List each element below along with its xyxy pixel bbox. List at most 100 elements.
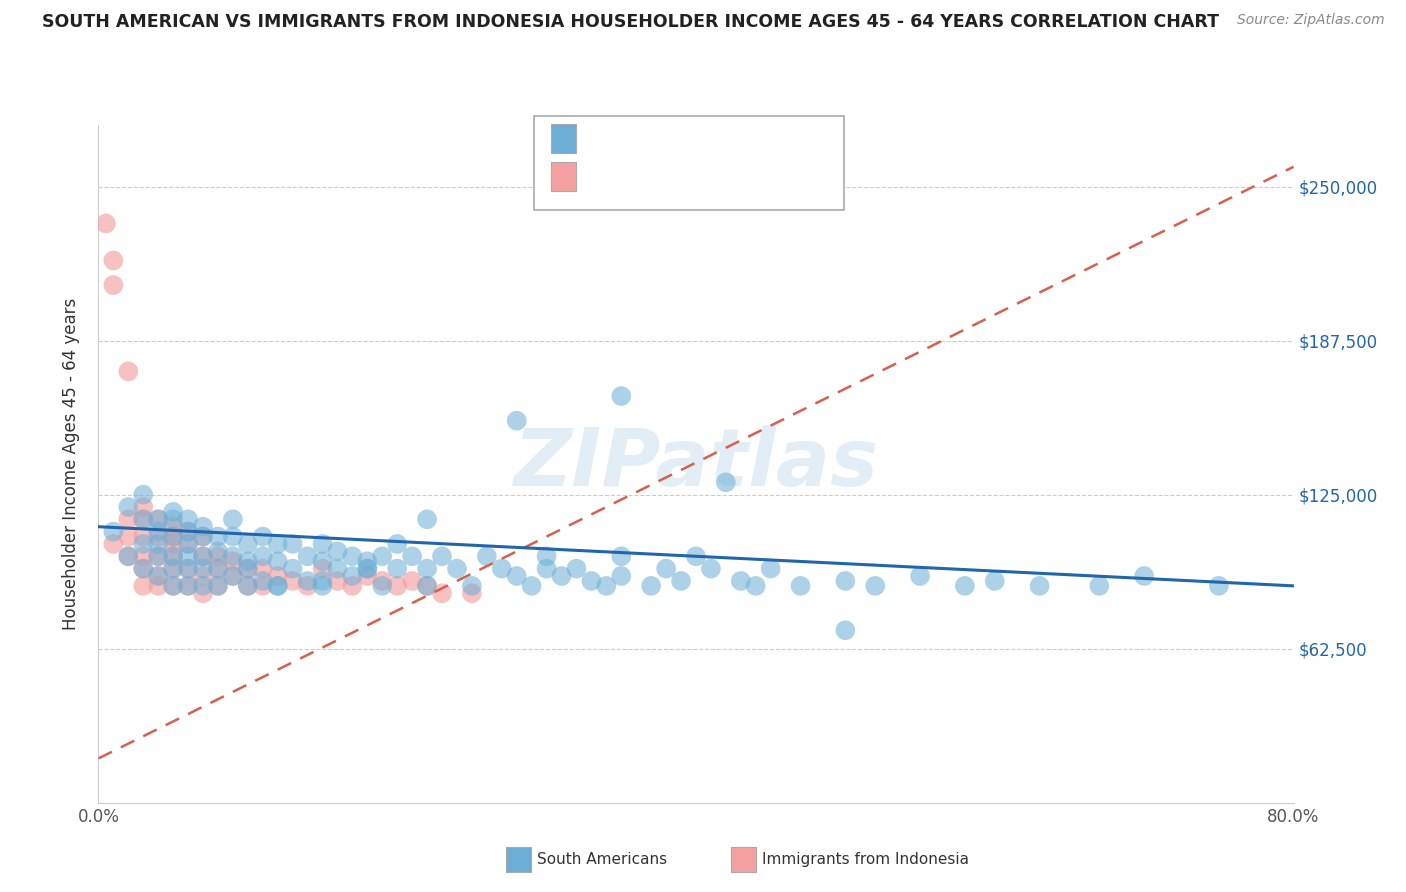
Point (132, 561, 155, 575)
Point (685, 549, 707, 564)
Point (117, 364, 139, 378)
Point (148, 549, 170, 564)
Text: N =: N = (695, 129, 725, 147)
Point (207, 549, 229, 564)
Point (222, 569, 245, 583)
Point (581, 574, 603, 588)
Point (117, 549, 139, 564)
Text: ZIPatlas: ZIPatlas (513, 425, 879, 503)
Point (252, 549, 274, 564)
Text: R =: R = (588, 168, 624, 186)
Point (177, 579, 200, 593)
Point (177, 512, 200, 526)
Point (191, 561, 214, 575)
Point (356, 561, 378, 575)
Point (669, 574, 692, 588)
Point (430, 586, 453, 600)
Text: South Americans: South Americans (537, 853, 668, 867)
Point (252, 574, 274, 588)
Text: Source: ZipAtlas.com: Source: ZipAtlas.com (1237, 13, 1385, 28)
Point (162, 549, 184, 564)
Point (430, 549, 453, 564)
Point (745, 579, 768, 593)
Point (565, 561, 588, 575)
Text: N =: N = (695, 168, 725, 186)
Point (311, 537, 333, 551)
Point (267, 554, 290, 568)
Point (148, 579, 170, 593)
Point (162, 579, 184, 593)
Point (132, 537, 155, 551)
Point (162, 549, 184, 564)
Text: 0.090: 0.090 (630, 168, 682, 186)
Point (162, 579, 184, 593)
Point (342, 579, 364, 593)
Point (356, 569, 378, 583)
Point (610, 569, 633, 583)
Point (103, 537, 125, 551)
Point (506, 569, 529, 583)
Point (162, 505, 184, 519)
Point (177, 579, 200, 593)
Point (207, 579, 229, 593)
Point (714, 475, 737, 490)
Point (550, 569, 572, 583)
Point (207, 561, 229, 575)
Point (236, 554, 259, 568)
Point (236, 579, 259, 593)
Point (103, 524, 125, 539)
Point (326, 544, 349, 558)
Text: -0.140: -0.140 (630, 129, 689, 147)
Point (236, 561, 259, 575)
Point (595, 579, 617, 593)
Point (162, 530, 184, 544)
Point (162, 561, 184, 575)
Point (759, 561, 782, 575)
Point (267, 579, 290, 593)
Point (1208, 579, 1230, 593)
Point (132, 500, 155, 514)
Point (177, 561, 200, 575)
Point (191, 519, 214, 533)
Point (416, 579, 439, 593)
Point (475, 549, 498, 564)
Point (267, 569, 290, 583)
Point (342, 569, 364, 583)
Point (834, 624, 856, 638)
Point (491, 561, 513, 575)
Point (148, 549, 170, 564)
Point (385, 537, 409, 551)
Point (162, 512, 184, 526)
Point (326, 561, 349, 575)
Point (191, 549, 214, 564)
Point (177, 561, 200, 575)
Point (191, 569, 214, 583)
Point (610, 549, 633, 564)
Point (222, 512, 245, 526)
Point (371, 574, 394, 588)
Point (148, 512, 170, 526)
Point (103, 253, 125, 268)
Point (371, 579, 394, 593)
Point (700, 561, 723, 575)
Point (117, 530, 139, 544)
Point (789, 579, 811, 593)
Point (177, 524, 200, 539)
Point (953, 579, 976, 593)
Point (536, 549, 558, 564)
Point (177, 524, 200, 539)
Point (267, 579, 290, 593)
Point (984, 574, 1007, 588)
Point (132, 488, 155, 502)
Point (148, 530, 170, 544)
Point (132, 579, 155, 593)
Point (94, 217, 117, 231)
Point (177, 549, 200, 564)
Point (385, 561, 409, 575)
Point (520, 579, 543, 593)
Point (401, 549, 423, 564)
Point (461, 586, 484, 600)
Point (148, 512, 170, 526)
Point (162, 537, 184, 551)
Point (191, 530, 214, 544)
